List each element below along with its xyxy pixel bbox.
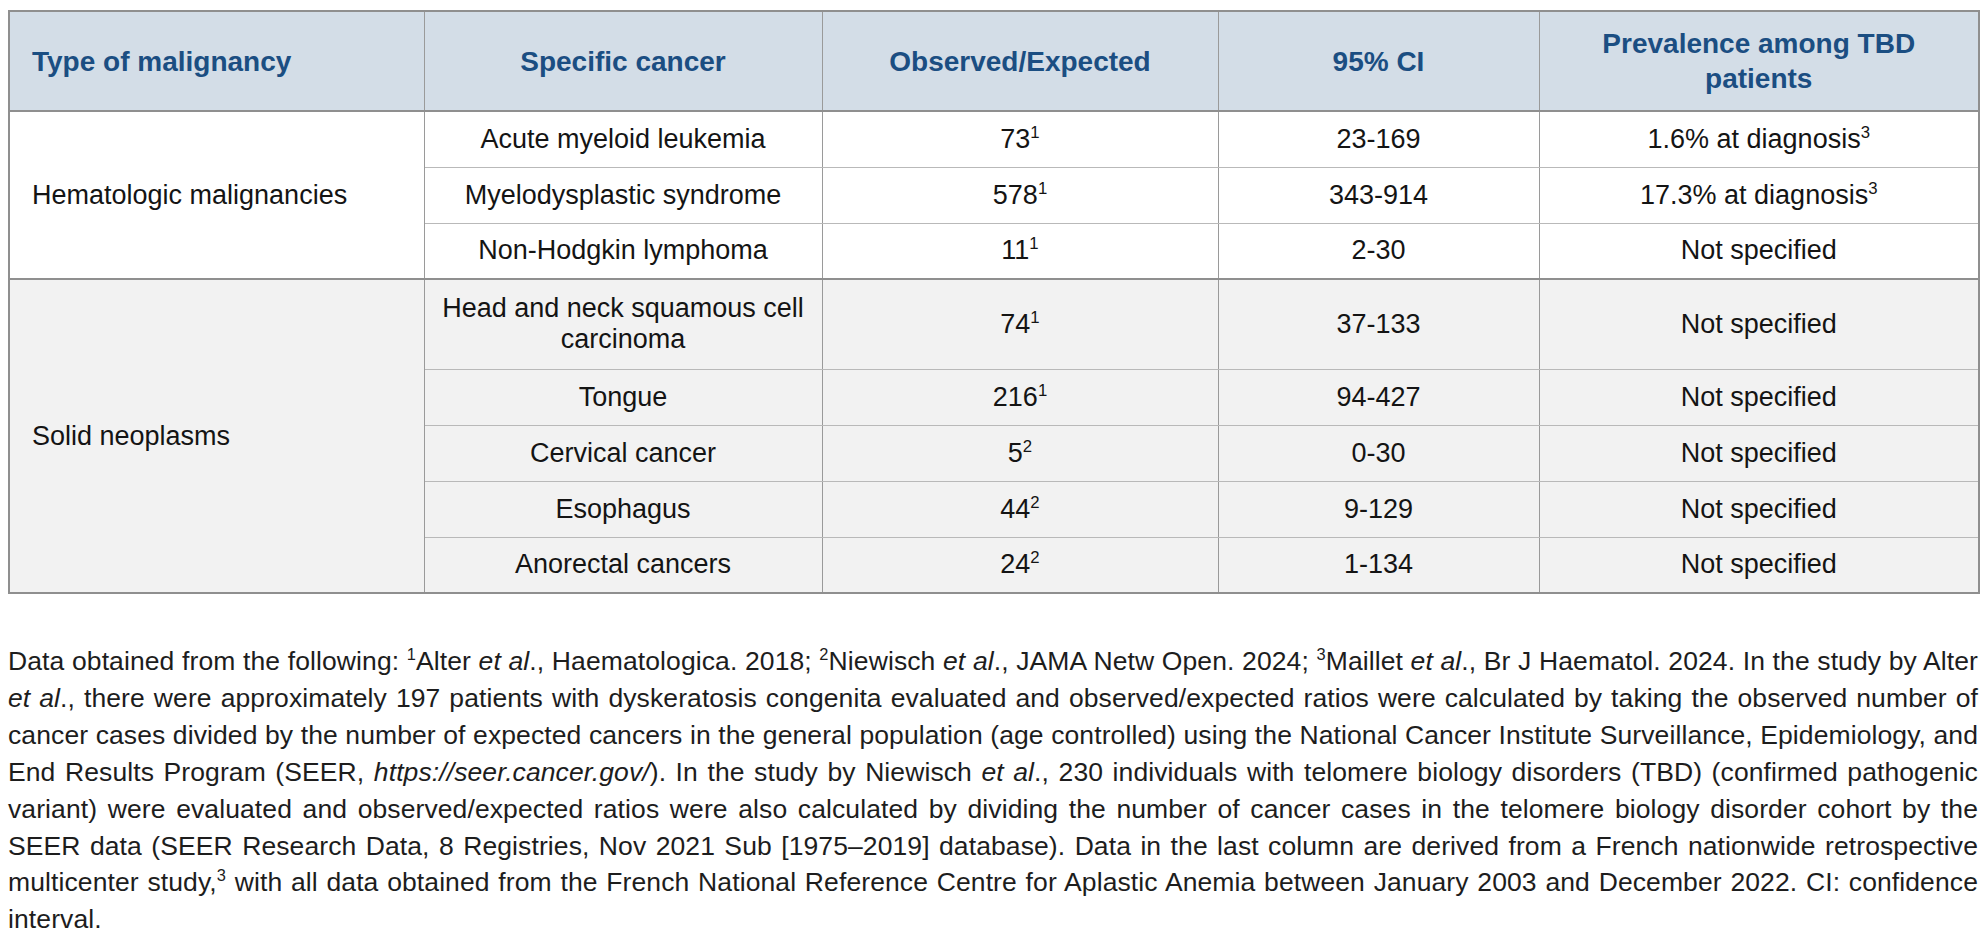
table-footnote: Data obtained from the following: 1Alter…	[8, 643, 1978, 938]
specific-cancer-cell: Myelodysplastic syndrome	[424, 167, 822, 223]
specific-cancer-cell: Acute myeloid leukemia	[424, 111, 822, 167]
observed-expected-cell: 52	[822, 425, 1218, 481]
observed-expected-cell: 2161	[822, 369, 1218, 425]
prevalence-cell: Not specified	[1539, 481, 1979, 537]
malignancy-type-cell: Solid neoplasms	[9, 279, 424, 593]
prevalence-cell: Not specified	[1539, 369, 1979, 425]
table-row: Solid neoplasmsHead and neck squamous ce…	[9, 279, 1979, 369]
ci-cell: 23-169	[1218, 111, 1539, 167]
column-header-observed-expected: Observed/Expected	[822, 11, 1218, 111]
ci-cell: 94-427	[1218, 369, 1539, 425]
prevalence-cell: Not specified	[1539, 223, 1979, 279]
specific-cancer-cell: Tongue	[424, 369, 822, 425]
column-header-type-of-malignancy: Type of malignancy	[9, 11, 424, 111]
observed-expected-cell: 442	[822, 481, 1218, 537]
prevalence-cell: 1.6% at diagnosis3	[1539, 111, 1979, 167]
prevalence-cell: Not specified	[1539, 537, 1979, 593]
table-row: Hematologic malignanciesAcute myeloid le…	[9, 111, 1979, 167]
table-section: Solid neoplasmsHead and neck squamous ce…	[9, 279, 1979, 593]
ci-cell: 0-30	[1218, 425, 1539, 481]
figure-table-page: Type of malignancy Specific cancer Obser…	[0, 10, 1986, 942]
observed-expected-cell: 242	[822, 537, 1218, 593]
observed-expected-cell: 741	[822, 279, 1218, 369]
observed-expected-cell: 111	[822, 223, 1218, 279]
observed-expected-cell: 731	[822, 111, 1218, 167]
column-header-specific-cancer: Specific cancer	[424, 11, 822, 111]
prevalence-cell: Not specified	[1539, 279, 1979, 369]
malignancy-table: Type of malignancy Specific cancer Obser…	[8, 10, 1980, 594]
ci-cell: 2-30	[1218, 223, 1539, 279]
prevalence-cell: Not specified	[1539, 425, 1979, 481]
ci-cell: 1-134	[1218, 537, 1539, 593]
ci-cell: 343-914	[1218, 167, 1539, 223]
column-header-prevalence-tbd: Prevalence among TBD patients	[1539, 11, 1979, 111]
specific-cancer-cell: Esophagus	[424, 481, 822, 537]
specific-cancer-cell: Non-Hodgkin lymphoma	[424, 223, 822, 279]
prevalence-cell: 17.3% at diagnosis3	[1539, 167, 1979, 223]
specific-cancer-cell: Head and neck squamous cell carcinoma	[424, 279, 822, 369]
column-header-95-ci: 95% CI	[1218, 11, 1539, 111]
table-header-row: Type of malignancy Specific cancer Obser…	[9, 11, 1979, 111]
ci-cell: 9-129	[1218, 481, 1539, 537]
malignancy-type-cell: Hematologic malignancies	[9, 111, 424, 279]
ci-cell: 37-133	[1218, 279, 1539, 369]
specific-cancer-cell: Cervical cancer	[424, 425, 822, 481]
specific-cancer-cell: Anorectal cancers	[424, 537, 822, 593]
table-section: Hematologic malignanciesAcute myeloid le…	[9, 111, 1979, 279]
observed-expected-cell: 5781	[822, 167, 1218, 223]
